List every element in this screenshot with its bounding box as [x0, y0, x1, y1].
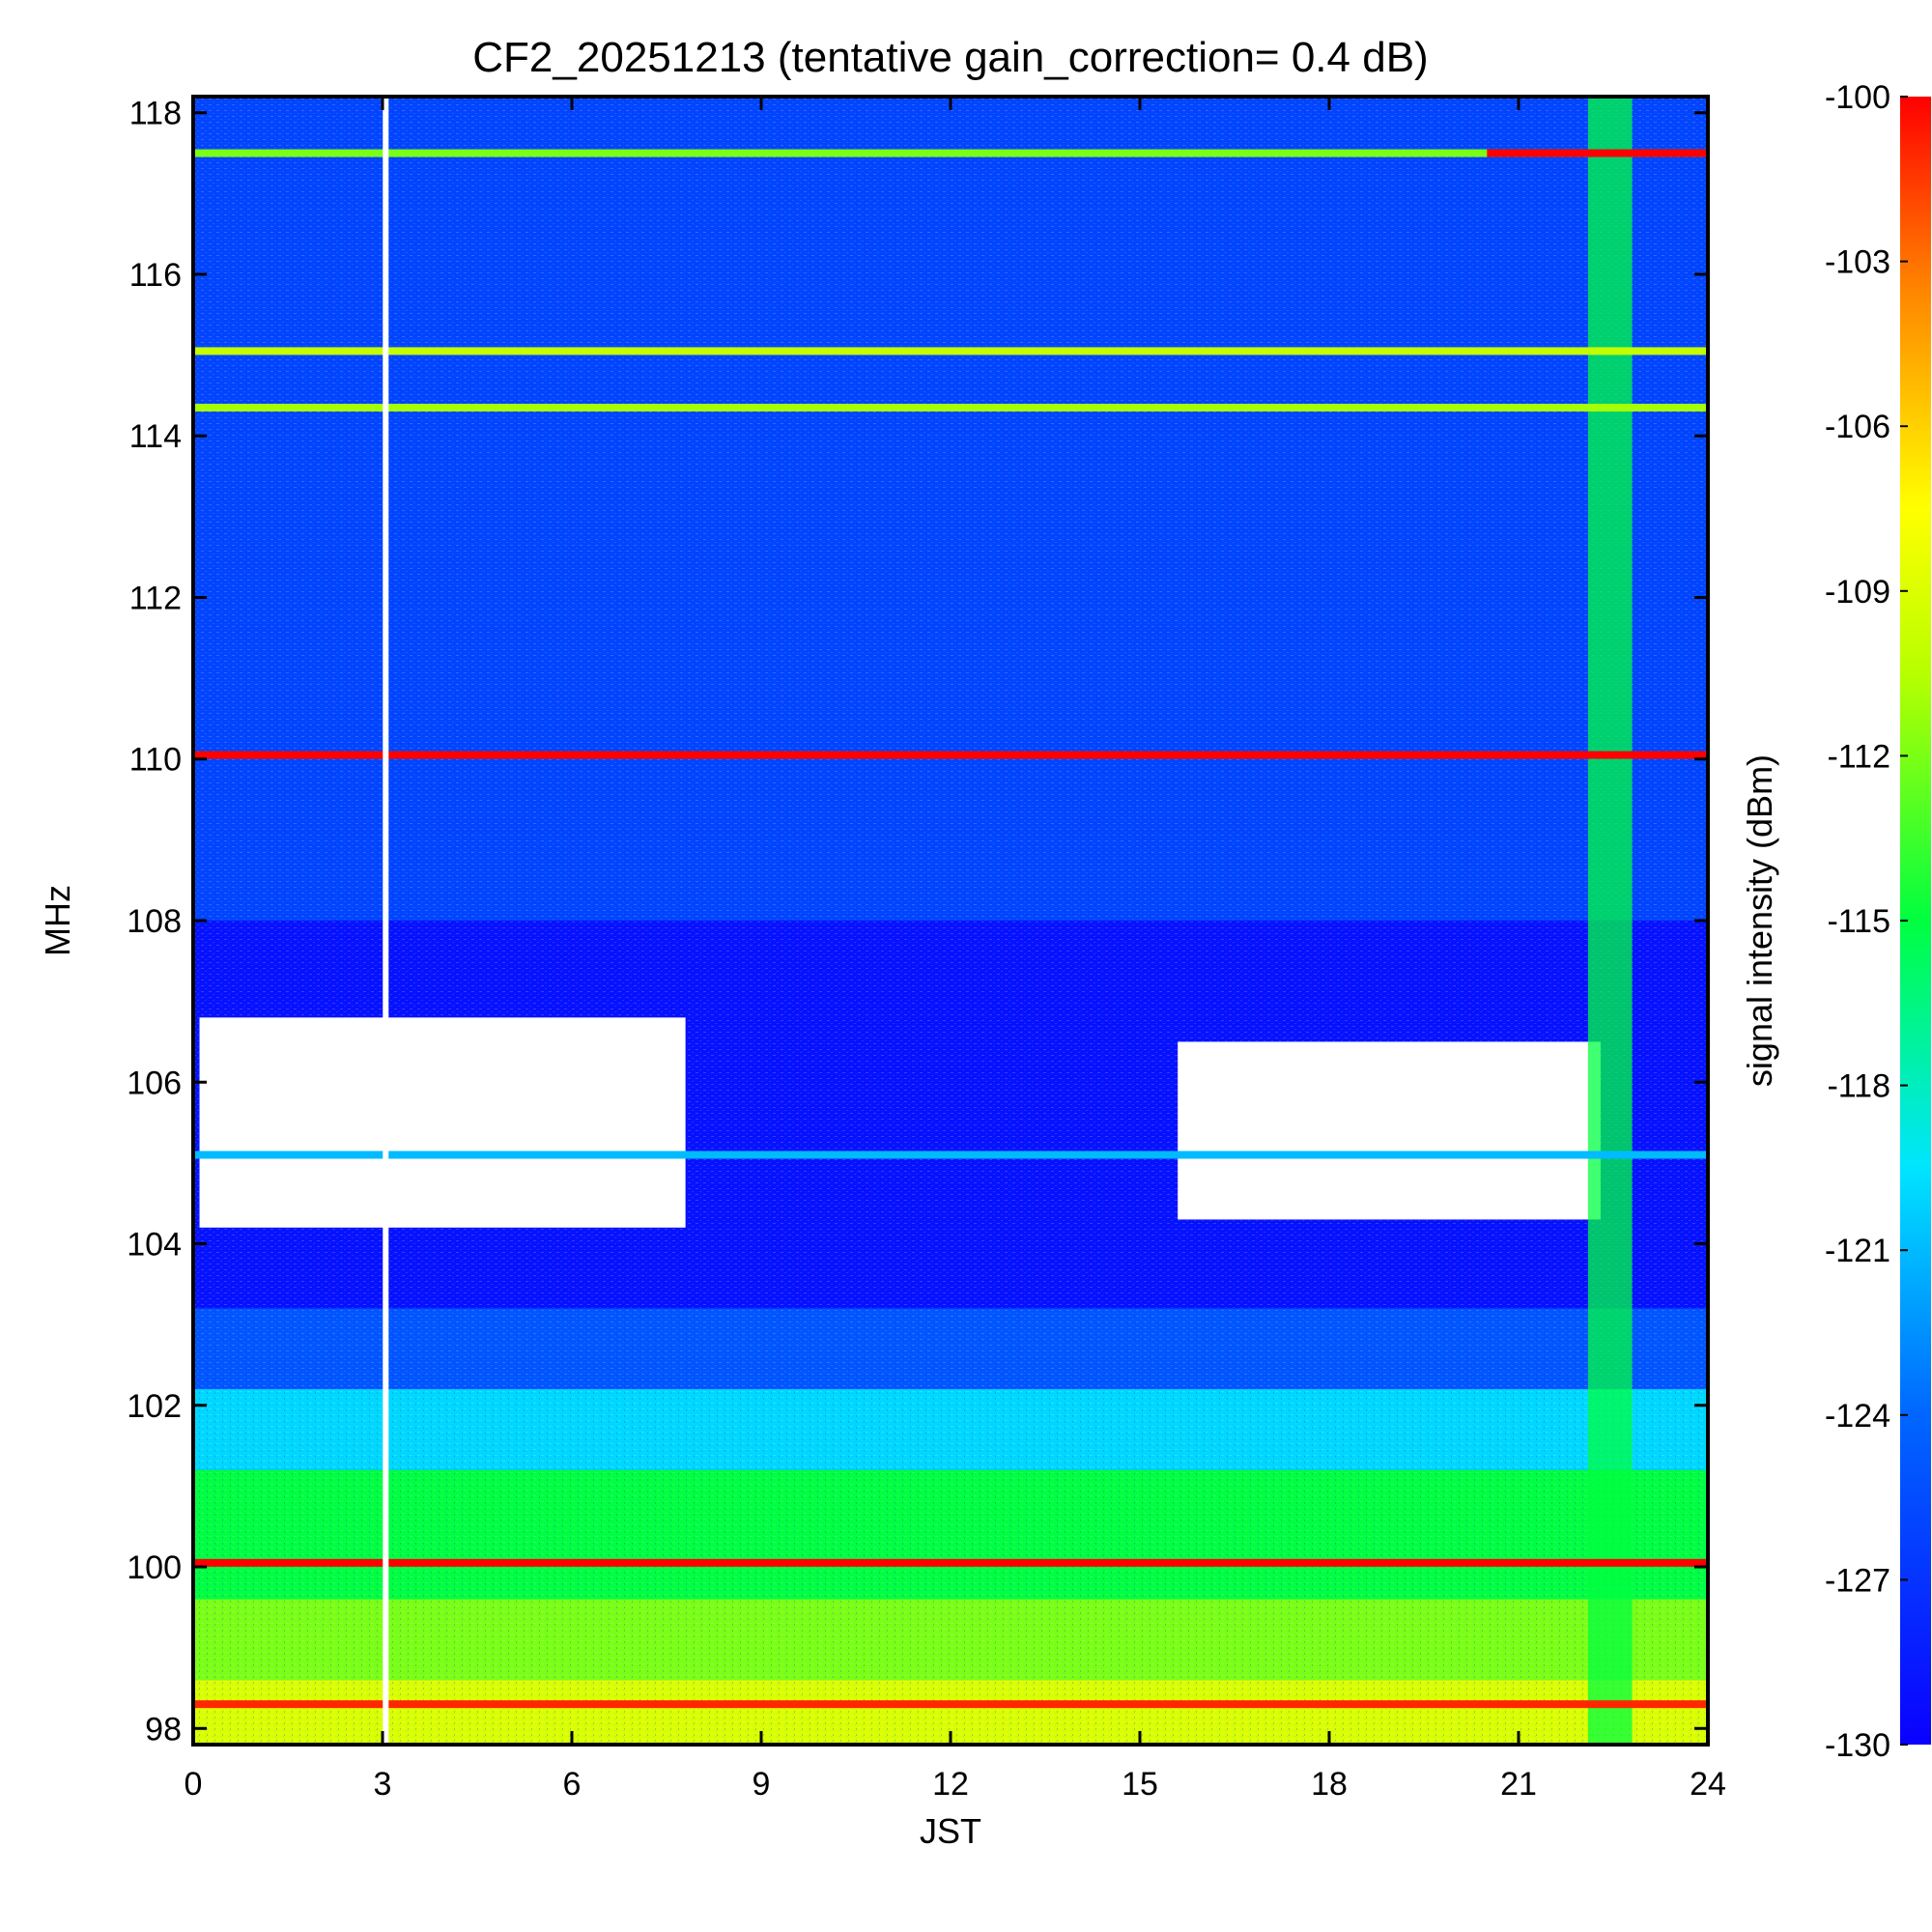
persistent-line-peak-0	[1487, 149, 1708, 157]
y-axis-label: MHz	[38, 885, 77, 956]
x-axis-label: JST	[920, 1811, 981, 1851]
persistent-line-6	[193, 1700, 1708, 1709]
colorbar-tick-label-10: -130	[1825, 1727, 1890, 1764]
persistent-lines	[193, 149, 1708, 1709]
colorbar-tick-label-5: -115	[1827, 903, 1890, 940]
x-tick-label-6: 18	[1311, 1766, 1348, 1803]
colorbar-tick-label-2: -106	[1825, 409, 1890, 445]
colorbar-tick-label-6: -118	[1827, 1068, 1890, 1105]
chart-title: CF2_20251213 (tentative gain_correction=…	[472, 34, 1428, 81]
y-tick-label-5: 108	[127, 903, 182, 940]
y-tick-label-3: 104	[127, 1227, 182, 1264]
x-tick-label-0: 0	[185, 1766, 203, 1803]
persistent-line-1	[193, 347, 1708, 355]
colorbar-ticks: -100 -103 -106 -109 -112 -115 -118 -121 -124 -127…	[1825, 79, 1908, 1764]
x-tick-label-2: 6	[563, 1766, 582, 1803]
x-tick-label-8: 24	[1690, 1766, 1726, 1803]
persistent-line-4	[193, 1151, 1708, 1159]
noise-texture	[193, 97, 1708, 1745]
colorbar-label: signal intensity (dBm)	[1740, 754, 1779, 1087]
y-tick-label-1: 100	[127, 1549, 182, 1586]
colorbar-tick-label-8: -124	[1825, 1398, 1890, 1435]
colorbar-tick-label-1: -103	[1825, 244, 1890, 281]
colorbar-tick-label-9: -127	[1825, 1562, 1890, 1599]
persistent-line-5	[193, 1558, 1708, 1567]
colorbar-tick-label-4: -112	[1827, 738, 1890, 775]
colorbar-tick-label-0: -100	[1825, 79, 1890, 116]
persistent-line-0	[193, 149, 1708, 157]
saturated-regions	[199, 1017, 1601, 1228]
persistent-line-2	[193, 403, 1708, 412]
saturated-region-0	[199, 1017, 686, 1228]
y-tick-label-6: 110	[129, 742, 182, 779]
x-tick-label-4: 12	[932, 1766, 969, 1803]
broadband-events	[1587, 97, 1633, 1745]
heatmap-plot-area	[193, 97, 1708, 1745]
x-axis: 0 3 6 9 12 15 18 21 24	[185, 97, 1726, 1803]
y-tick-label-8: 114	[129, 418, 182, 455]
y-tick-label-10: 118	[129, 96, 182, 132]
data-gaps	[383, 97, 389, 1745]
y-tick-label-7: 112	[129, 580, 182, 616]
y-tick-label-2: 102	[127, 1388, 182, 1425]
x-tick-label-3: 9	[753, 1766, 771, 1803]
colorbar-tick-label-3: -109	[1825, 574, 1890, 611]
x-tick-label-7: 21	[1500, 1766, 1537, 1803]
data-gap-0	[383, 97, 389, 1745]
y-tick-label-9: 116	[129, 257, 182, 294]
broadband-event-0	[1587, 97, 1633, 1745]
saturated-region-1	[1178, 1041, 1601, 1220]
y-axis: 98 100 102 104 106 108 110 112 114 116 118	[127, 96, 1708, 1747]
y-tick-label-0: 98	[145, 1711, 182, 1747]
persistent-line-3	[193, 751, 1708, 759]
x-tick-label-5: 15	[1122, 1766, 1158, 1803]
y-tick-label-4: 106	[127, 1065, 182, 1101]
colorbar-tick-label-7: -121	[1825, 1233, 1890, 1269]
x-tick-label-1: 3	[374, 1766, 392, 1803]
